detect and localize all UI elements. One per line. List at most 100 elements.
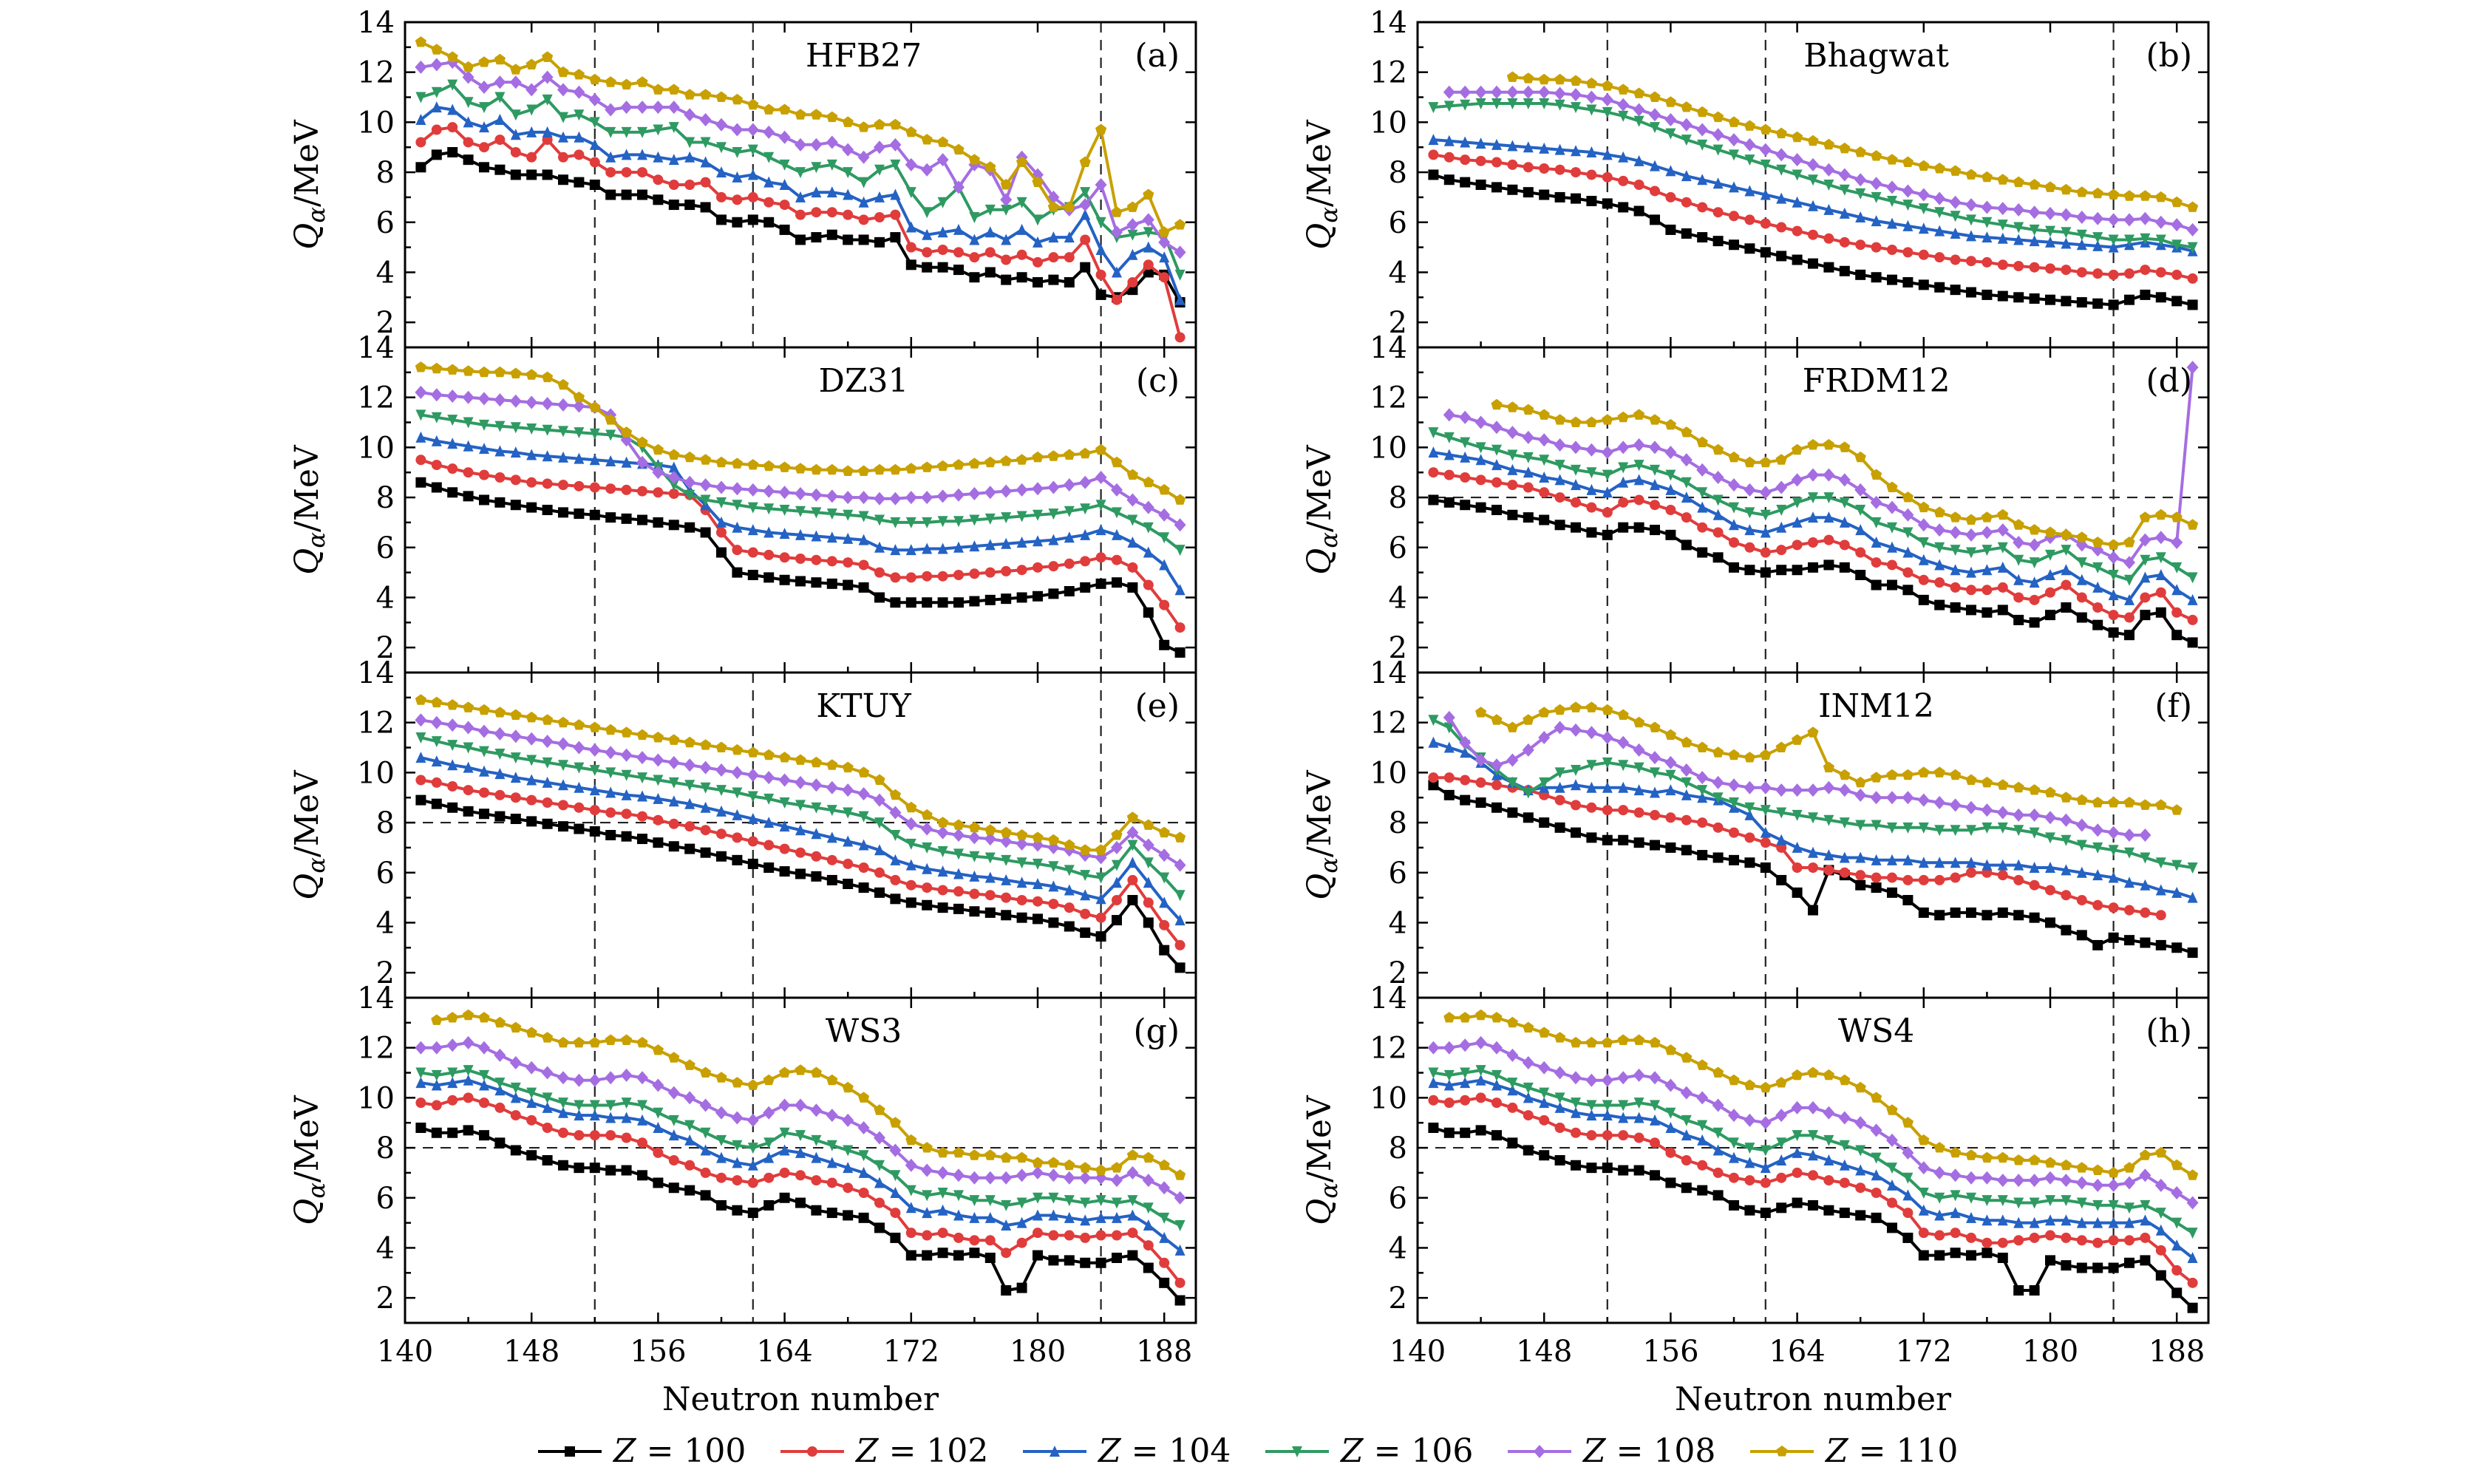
- data-point: [1887, 854, 1897, 865]
- data-point: [1491, 398, 1503, 410]
- data-point: [589, 826, 600, 837]
- data-point: [668, 122, 679, 134]
- data-point: [557, 378, 569, 390]
- data-point: [1443, 1079, 1455, 1091]
- data-point: [1443, 1097, 1455, 1109]
- data-point: [1428, 772, 1439, 783]
- data-point: [2013, 874, 2024, 885]
- data-point: [621, 513, 632, 524]
- data-point: [509, 1056, 522, 1069]
- data-point: [2060, 528, 2072, 540]
- data-point: [795, 1130, 806, 1142]
- data-point: [1586, 1100, 1597, 1112]
- data-point: [684, 797, 695, 809]
- data-point: [889, 463, 901, 475]
- data-point: [1523, 1082, 1534, 1094]
- data-point: [715, 1106, 727, 1120]
- data-point: [763, 771, 775, 785]
- data-point: [1854, 451, 1866, 463]
- data-point: [843, 858, 854, 869]
- x-tick-label: 164: [1769, 1335, 1825, 1369]
- data-point: [2124, 268, 2134, 279]
- data-point: [1554, 474, 1565, 486]
- data-point: [968, 1149, 980, 1160]
- data-point: [969, 1195, 980, 1207]
- data-point: [573, 399, 585, 413]
- data-point: [463, 1125, 474, 1136]
- data-point: [1174, 269, 1186, 281]
- data-point: [1744, 857, 1755, 868]
- data-point: [479, 787, 489, 798]
- data-point: [968, 154, 980, 165]
- data-point: [1064, 1255, 1075, 1266]
- data-point: [558, 760, 568, 772]
- data-point: [747, 1177, 758, 1188]
- data-point: [1491, 459, 1502, 471]
- data-point: [1618, 1100, 1629, 1112]
- data-point: [795, 1197, 806, 1208]
- panel-model-label: DZ31: [819, 362, 909, 400]
- data-point: [1680, 763, 1693, 777]
- data-point: [716, 527, 727, 538]
- data-point: [2155, 1208, 2166, 1219]
- data-point: [1997, 859, 2008, 871]
- data-point: [431, 798, 442, 809]
- data-point: [732, 787, 743, 799]
- data-point: [795, 191, 806, 202]
- data-point: [542, 818, 553, 829]
- data-point: [889, 118, 901, 130]
- data-point: [558, 800, 568, 811]
- data-point: [732, 171, 743, 183]
- data-point: [1586, 760, 1597, 772]
- data-point: [1696, 463, 1709, 477]
- data-point: [1981, 525, 1993, 540]
- data-point: [1950, 1207, 1961, 1219]
- data-point: [446, 699, 458, 710]
- data-point: [463, 701, 474, 712]
- data-point: [1918, 1204, 1929, 1216]
- data-point: [1776, 251, 1787, 262]
- y-tick-label: 2: [1389, 631, 1407, 665]
- data-point: [1697, 487, 1708, 499]
- data-point: [1665, 165, 1676, 177]
- data-point: [1665, 812, 1676, 823]
- y-tick-label: 10: [1370, 1081, 1407, 1115]
- data-point: [652, 1078, 664, 1092]
- data-point: [2124, 1257, 2134, 1268]
- data-point: [1174, 332, 1186, 343]
- data-point: [1554, 191, 1565, 202]
- data-point: [1079, 844, 1091, 855]
- data-point: [1729, 502, 1739, 514]
- data-point: [2013, 234, 2024, 245]
- data-point: [1697, 817, 1708, 828]
- data-point: [510, 367, 522, 378]
- data-point: [525, 1061, 538, 1075]
- data-point: [1112, 266, 1122, 278]
- data-point: [2060, 1174, 2072, 1188]
- data-point: [1823, 1175, 1834, 1186]
- data-point: [668, 449, 680, 460]
- data-point: [1475, 98, 1486, 109]
- y-axis-title-subscript: α: [1315, 207, 1343, 223]
- data-point: [1033, 1250, 1043, 1261]
- data-point: [1001, 593, 1012, 605]
- data-point: [1965, 514, 1977, 525]
- data-point: [1855, 820, 1866, 831]
- data-point: [1617, 735, 1630, 749]
- data-point: [842, 465, 854, 476]
- data-point: [1001, 565, 1012, 576]
- data-point: [1080, 928, 1091, 938]
- data-point: [652, 101, 664, 115]
- data-point: [2107, 551, 2120, 565]
- legend-entry: Z = 100: [538, 1432, 746, 1470]
- data-point: [1665, 1122, 1676, 1133]
- data-point: [2045, 862, 2055, 873]
- data-point: [1602, 486, 1613, 498]
- data-point: [1760, 1177, 1771, 1188]
- data-point: [1650, 500, 1660, 511]
- data-point: [842, 491, 854, 505]
- data-point: [2187, 201, 2199, 212]
- data-point: [1475, 777, 1486, 788]
- data-point: [510, 147, 521, 157]
- data-point: [1586, 527, 1597, 538]
